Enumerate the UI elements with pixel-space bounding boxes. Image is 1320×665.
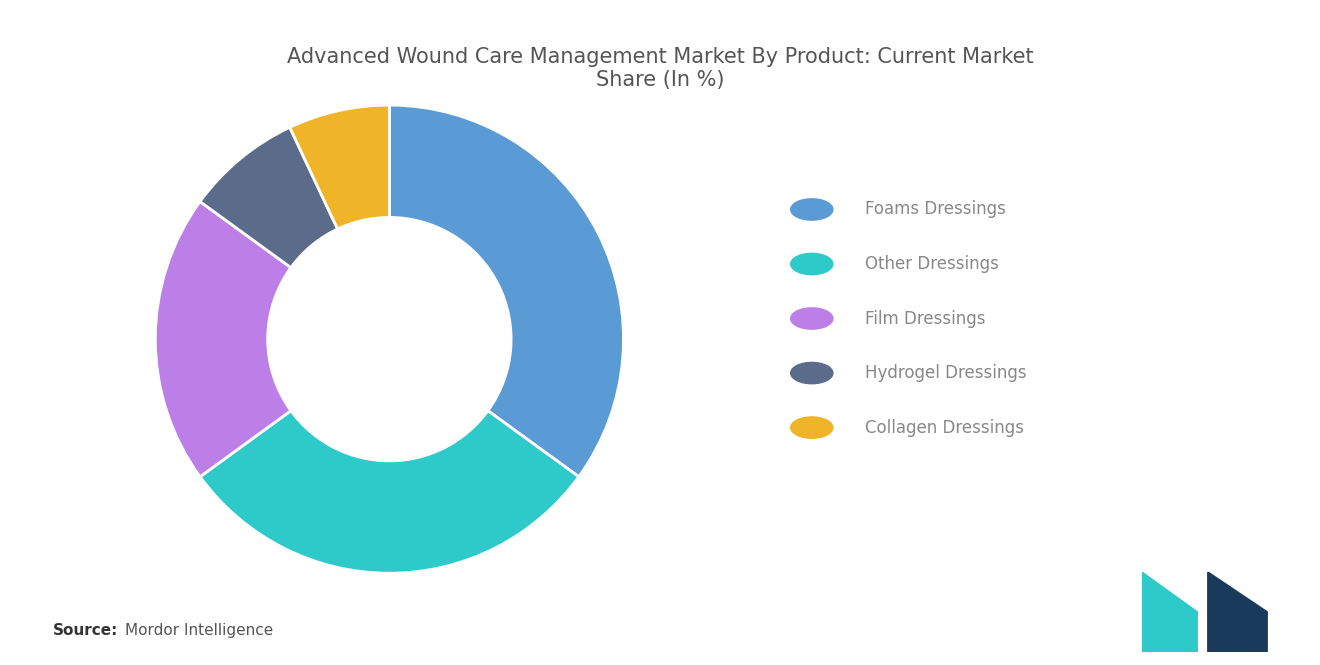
Polygon shape [1208,572,1267,652]
Text: Collagen Dressings: Collagen Dressings [865,418,1023,437]
Text: Film Dressings: Film Dressings [865,309,985,328]
Text: Advanced Wound Care Management Market By Product: Current Market
Share (In %): Advanced Wound Care Management Market By… [286,47,1034,90]
Text: Other Dressings: Other Dressings [865,255,998,273]
Text: Foams Dressings: Foams Dressings [865,200,1006,219]
Wedge shape [201,411,578,573]
Text: Hydrogel Dressings: Hydrogel Dressings [865,364,1026,382]
Wedge shape [156,201,290,477]
Text: Source:: Source: [53,623,119,638]
Wedge shape [201,128,338,267]
Polygon shape [1142,572,1197,652]
Wedge shape [289,105,389,229]
Text: Mordor Intelligence: Mordor Intelligence [125,623,273,638]
Wedge shape [389,105,623,477]
